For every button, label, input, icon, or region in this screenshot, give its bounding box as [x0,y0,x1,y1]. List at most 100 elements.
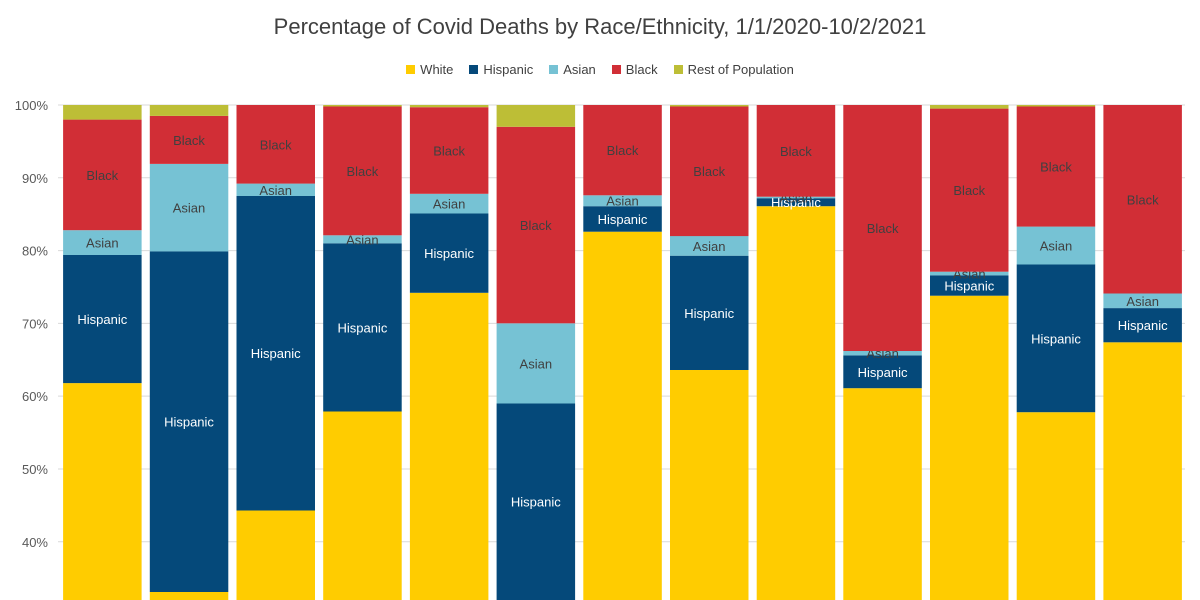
y-tick-label: 40% [22,535,48,550]
data-label-black: Black [780,144,812,159]
legend-label: White [420,62,454,77]
bar-segment-asian [1016,226,1096,265]
data-label-black: Black [86,168,118,183]
bar-segment-black [149,115,229,164]
data-label-hispanic: Hispanic [1031,331,1081,346]
data-label-black: Black [867,221,899,236]
bar-segment-white [1103,342,1182,600]
bar-segment-hispanic [409,213,489,293]
bar-segment-rest-of-population [1016,105,1096,107]
legend-swatch [549,65,559,74]
data-label-hispanic: Hispanic [858,365,908,380]
legend-item-rest-of-population: Rest of Population [673,62,794,77]
bar-segment-asian [670,236,749,256]
bar-segment-asian [63,230,142,255]
bar-segment-hispanic [756,198,836,207]
bar-segment-asian [930,271,1009,276]
bar-segment-white [930,295,1009,600]
data-label-black: Black [520,218,552,233]
data-label-hispanic: Hispanic [77,312,127,327]
bar-segment-hispanic [236,196,315,511]
bar-segment-hispanic [1016,264,1096,413]
bar-segment-white [583,231,662,600]
bar-segment-black [583,105,662,196]
y-tick-label: 90% [22,171,48,186]
bar-segment-asian [843,351,922,356]
data-label-black: Black [260,137,292,152]
bar-segment-black [236,105,315,184]
bar-segment-asian [323,235,402,244]
data-label-asian: Asian [259,183,292,198]
data-label-asian: Asian [173,201,206,216]
legend-item-asian: Asian [549,62,596,77]
data-label-hispanic: Hispanic [598,212,648,227]
legend-item-white: White [406,62,453,77]
data-label-black: Black [173,133,205,148]
data-label-hispanic: Hispanic [944,279,994,294]
y-tick-label: 50% [22,462,48,477]
bar-segment-rest-of-population [149,105,229,116]
bar-segment-white [63,383,142,600]
bar-segment-white [236,510,315,600]
bar-segment-hispanic [930,275,1009,296]
data-label-asian: Asian [86,236,119,251]
data-label-black: Black [1127,192,1159,207]
legend-label: Asian [563,62,596,77]
bar-segment-white [323,411,402,600]
legend-label: Hispanic [483,62,534,77]
bar-segment-black [323,106,402,236]
bar-segment-hispanic [1103,308,1182,343]
chart-legend: White Hispanic Asian Black Rest of Populatio… [0,62,1200,77]
bar-segment-asian [496,323,576,404]
data-label-asian: Asian [693,239,726,254]
y-tick-label: 60% [22,389,48,404]
data-label-asian: Asian [606,194,639,209]
bar-segment-hispanic [323,243,402,412]
legend-label: Rest of Population [687,62,794,77]
legend-item-hispanic: Hispanic [469,62,533,77]
bar-segment-rest-of-population [63,105,142,120]
chart-title: Percentage of Covid Deaths by Race/Ethni… [273,14,927,39]
y-tick-label: 100% [15,98,49,113]
legend-label: Black [625,62,658,77]
bar-segment-rest-of-population [670,105,749,107]
bar-segment-hispanic [149,251,229,593]
bar-segment-black [409,107,489,194]
data-label-black: Black [693,164,725,179]
bar-segment-rest-of-population [930,105,1009,109]
bar-segment-hispanic [63,255,142,384]
bar-segment-white [843,388,922,600]
bar-segment-hispanic [496,403,576,600]
data-label-hispanic: Hispanic [164,415,214,430]
data-label-asian: Asian [520,356,553,371]
data-label-black: Black [433,144,465,159]
bar-segment-asian [409,193,489,214]
bar-segment-rest-of-population [409,105,489,108]
bar-segment-black [1016,106,1096,227]
data-label-asian: Asian [346,232,379,247]
legend-swatch [673,65,683,74]
bar-segment-hispanic [843,355,922,389]
data-label-black: Black [347,164,379,179]
bar-segment-rest-of-population [323,105,402,107]
bar-segment-black [930,108,1009,272]
bar-segment-asian [583,195,662,207]
data-label-hispanic: Hispanic [337,320,387,335]
bar-segment-black [1103,105,1182,294]
bar-segment-rest-of-population [496,105,576,127]
bar-segment-asian [149,164,229,252]
bar-segment-white [149,592,229,600]
y-tick-label: 80% [22,244,48,259]
bar-segment-black [670,106,749,237]
bar-segment-asian [1103,293,1182,309]
bar-segment-hispanic [583,206,662,232]
legend-swatch [611,65,621,74]
bar-segment-asian [756,196,836,199]
legend-item-black: Black [611,62,658,77]
bar-segment-hispanic [670,255,749,370]
bar-segment-white [670,370,749,600]
legend-swatch [406,65,416,74]
bar-segment-black [843,105,922,351]
y-tick-label: 70% [22,316,48,331]
